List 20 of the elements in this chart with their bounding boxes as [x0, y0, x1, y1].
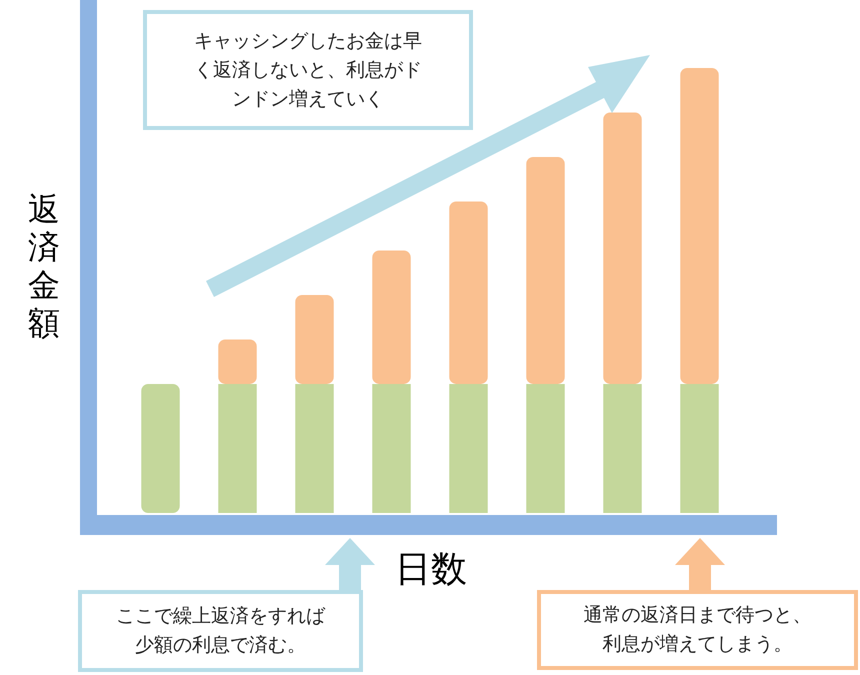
bar	[372, 250, 411, 384]
y-axis-title: 返済金額	[27, 190, 61, 342]
text: 通常の返済日まで待つと、利息が増えてしまう。	[582, 603, 812, 657]
bar	[680, 384, 719, 513]
bar	[141, 384, 180, 513]
bar	[218, 384, 257, 513]
bar	[449, 384, 488, 513]
bar	[603, 112, 642, 384]
annotation: キャッシングしたお金は早く返済しないと、利息がドンドン増えていく	[193, 28, 423, 112]
text: ここで繰上返済をすれば少額の利息で済む。	[115, 604, 326, 658]
bar	[449, 202, 488, 384]
x-axis-title: 日数	[395, 548, 467, 592]
bar	[218, 339, 257, 384]
bar	[295, 294, 334, 384]
bar	[526, 384, 565, 513]
bar	[526, 157, 565, 384]
bar	[295, 384, 334, 513]
bar	[372, 384, 411, 513]
bar	[603, 384, 642, 513]
bar	[680, 68, 719, 384]
